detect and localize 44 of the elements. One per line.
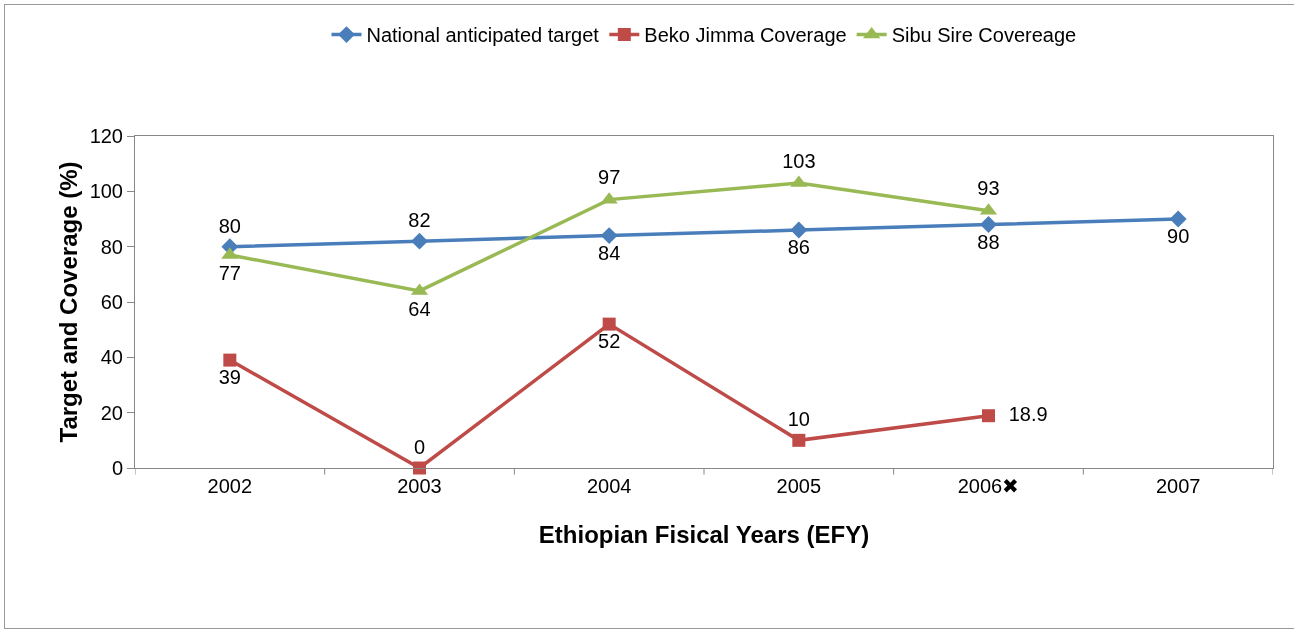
data-label: 64 [397,298,442,321]
legend-label: Beko Jimma Coverage [644,24,847,47]
point [980,216,997,233]
legend-label: National anticipated target [366,24,600,47]
y-tick-label: 100 [89,180,123,203]
data-label: 88 [966,230,1011,253]
legend-label: Sibu Sire Covereage [891,24,1077,47]
y-tick-label: 120 [89,125,123,147]
data-label: 82 [397,209,442,232]
x-tick-label: 2002 [207,475,253,497]
data-label: 52 [586,330,632,353]
data-label: 0 [402,435,437,458]
data-label: 90 [1155,225,1201,248]
x-tick-label: 2005 [776,475,822,497]
data-label: 39 [207,366,253,389]
point [790,221,808,239]
y-tick-label: 40 [100,346,123,369]
data-label: 97 [586,166,632,189]
data-label: 84 [586,241,632,264]
point [982,409,995,423]
data-label: 77 [207,262,253,285]
x-tick-label: 2006✖ [957,475,1020,497]
x-axis-title: Ethiopian Fisical Years (EFY) [538,521,870,549]
x-tick-label: 2003 [397,475,442,497]
y-tick-label: 20 [100,401,123,424]
point [602,317,616,331]
x-tick-label: 2004 [586,475,632,497]
y-axis-title: Target and Coverage (%) [55,161,82,443]
data-label: 10 [776,408,822,431]
point [792,433,806,447]
point [223,353,237,367]
y-tick-label: 60 [100,291,123,313]
data-label: 18.9 [997,402,1059,425]
point [1169,210,1187,228]
data-label: 86 [776,236,822,259]
point [413,461,426,475]
data-label: 103 [771,149,827,172]
y-tick-label: 80 [100,235,123,258]
x-tick-label: 2007 [1155,475,1201,497]
point [411,232,428,250]
data-label: 93 [966,177,1011,200]
data-label: 80 [207,214,253,237]
y-tick-label: 0 [111,457,123,479]
point [600,227,618,245]
